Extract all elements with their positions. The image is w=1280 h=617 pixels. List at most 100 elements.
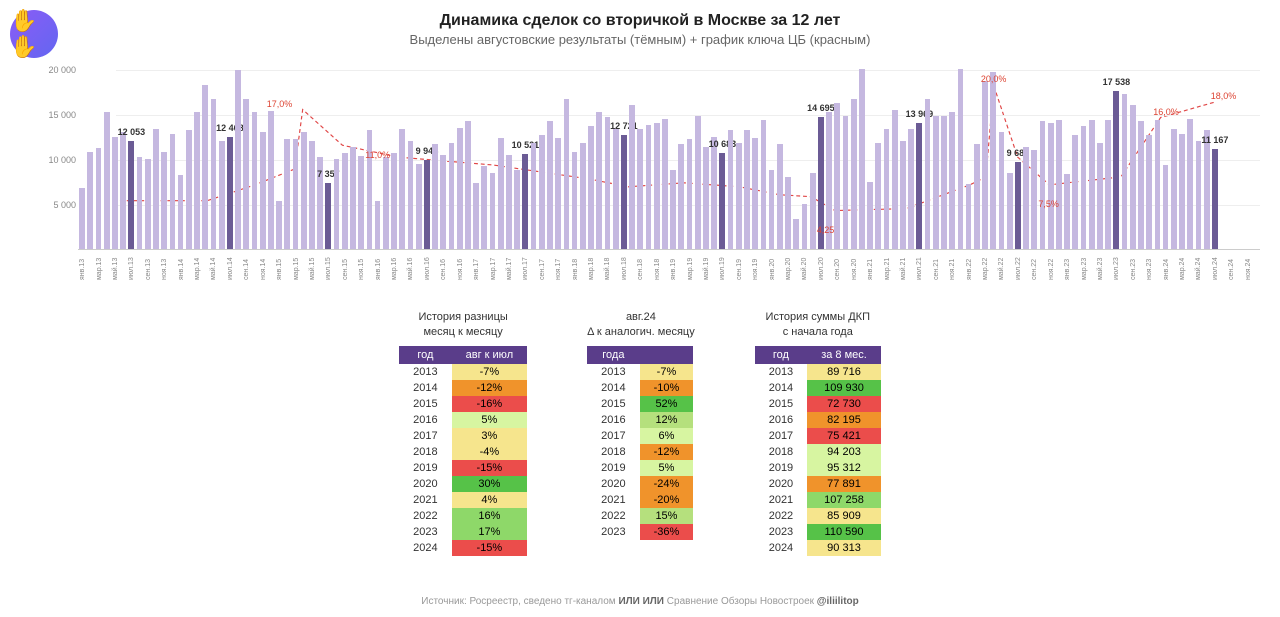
bar	[802, 204, 808, 249]
table-cell-value: 17%	[452, 524, 527, 540]
x-tick-label: сен.18	[637, 259, 644, 280]
bar	[564, 99, 570, 249]
x-tick-label: июл.17	[522, 257, 529, 280]
bar	[941, 116, 947, 249]
bar	[112, 137, 118, 250]
table-cell-value: -7%	[452, 364, 527, 380]
x-tick-label: май.23	[1097, 258, 1104, 280]
table-cell-year: 2018	[399, 444, 451, 460]
x-tick-label: ноя.20	[851, 259, 858, 280]
table-header: за 8 мес.	[807, 346, 881, 364]
bar	[793, 219, 799, 249]
x-tick-label: янв.15	[276, 259, 283, 280]
bar	[974, 144, 980, 249]
table-row: 2013-7%	[587, 364, 693, 380]
x-tick-label: июл.20	[818, 257, 825, 280]
bar-value-label: 12 053	[118, 127, 146, 137]
x-tick-label: май.16	[407, 258, 414, 280]
table-cell-value: 3%	[452, 428, 527, 444]
rate-annotation: 16,0%	[1153, 107, 1179, 117]
bar	[547, 121, 553, 249]
bar	[358, 156, 364, 249]
x-tick-label: ноя.18	[654, 259, 661, 280]
bar-highlight	[424, 160, 430, 249]
table-mom-title: История разницы месяц к месяцу	[399, 310, 527, 340]
table-cell-value: 110 590	[807, 524, 881, 540]
table-ytd: История суммы ДКП с начала года годза 8 …	[755, 310, 881, 556]
table-cell-year: 2022	[399, 508, 451, 524]
table-cell-value: 4%	[452, 492, 527, 508]
bar-highlight	[916, 123, 922, 249]
table-title-line: авг.24	[626, 311, 656, 323]
rate-annotation: 17,0%	[267, 99, 293, 109]
page-subtitle: Выделены августовские результаты (тёмным…	[0, 32, 1280, 47]
bar	[670, 170, 676, 249]
table-cell-year: 2020	[587, 476, 639, 492]
y-tick-label: 10 000	[48, 155, 76, 165]
table-cell-year: 2015	[399, 396, 451, 412]
table-cell-value: 5%	[452, 412, 527, 428]
table-cell-year: 2014	[755, 380, 807, 396]
table-cell-value: 15%	[640, 508, 694, 524]
table-row: 2021107 258	[755, 492, 881, 508]
table-cell-year: 2019	[587, 460, 639, 476]
bar	[449, 143, 455, 249]
x-tick-label: май.14	[210, 258, 217, 280]
table-title-line: месяц к месяцу	[423, 326, 502, 338]
table-header: авг к июл	[452, 346, 527, 364]
table-cell-year: 2016	[587, 412, 639, 428]
bar	[596, 112, 602, 249]
table-cell-value: -16%	[452, 396, 527, 412]
x-tick-label: сен.15	[342, 259, 349, 280]
bar	[79, 188, 85, 249]
bar-highlight	[1113, 91, 1119, 249]
bar	[153, 129, 159, 249]
table-cell-year: 2016	[755, 412, 807, 428]
bar	[276, 201, 282, 249]
bar	[736, 143, 742, 249]
table-row: 202317%	[399, 524, 527, 540]
bar	[637, 129, 643, 249]
bar	[87, 152, 93, 249]
table-cell-value: 5%	[640, 460, 694, 476]
bar	[1155, 120, 1161, 249]
table-cell-year: 2015	[587, 396, 639, 412]
table-row: 2021-20%	[587, 492, 693, 508]
x-tick-label: мар.21	[884, 258, 891, 280]
bar	[588, 126, 594, 249]
table-cell-value: 89 716	[807, 364, 881, 380]
table-row: 201572 730	[755, 396, 881, 412]
table-yoy-grid: года2013-7%2014-10%201552%201612%20176%2…	[587, 346, 693, 540]
bar	[178, 175, 184, 249]
table-ytd-title: История суммы ДКП с начала года	[755, 310, 881, 340]
x-tick-label: янв.19	[670, 259, 677, 280]
table-cell-value: 16%	[452, 508, 527, 524]
bar-highlight	[522, 154, 528, 249]
table-title-line: Δ к аналогич. месяцу	[587, 326, 695, 338]
bar	[613, 128, 619, 249]
table-row: 2018-12%	[587, 444, 693, 460]
table-cell-value: 12%	[640, 412, 694, 428]
bar	[1056, 120, 1062, 249]
bar	[1072, 135, 1078, 249]
bar	[432, 144, 438, 249]
x-tick-label: янв.14	[178, 259, 185, 280]
table-cell-year: 2022	[587, 508, 639, 524]
rate-annotation: 20,0%	[981, 74, 1007, 84]
footer-text: Сравнение Обзоры Новостроек	[667, 596, 817, 607]
bar	[900, 141, 906, 249]
x-tick-label: мар.16	[391, 258, 398, 280]
y-tick-label: 5 000	[53, 200, 76, 210]
x-tick-label: янв.20	[769, 259, 776, 280]
rate-annotation: 11,0%	[365, 150, 390, 160]
table-cell-year: 2023	[755, 524, 807, 540]
x-tick-label: ноя.14	[260, 259, 267, 280]
bar	[391, 153, 397, 249]
rate-annotation: 7,5%	[1038, 199, 1059, 209]
x-tick-label: янв.16	[375, 259, 382, 280]
bar	[1187, 119, 1193, 250]
bar	[1031, 150, 1037, 249]
table-header	[640, 346, 694, 364]
table-row: 20173%	[399, 428, 527, 444]
x-tick-label: мар.14	[194, 258, 201, 280]
